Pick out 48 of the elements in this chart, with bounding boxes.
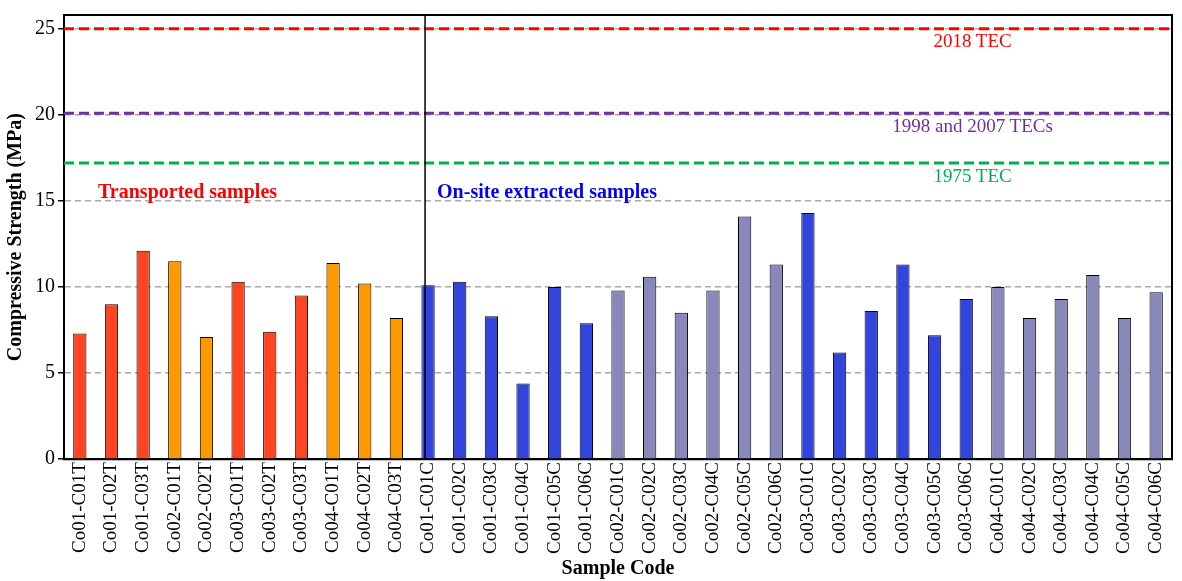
annotation: Transported samples: [98, 179, 278, 203]
x-tick-label: Co02-C01C: [605, 462, 627, 555]
x-tick-label: Co02-C02C: [637, 462, 659, 555]
y-axis-title: Compressive Strength (MPa): [3, 113, 27, 362]
x-tick-label: Co01-C05C: [542, 462, 564, 555]
x-tick-label: Co03-C06C: [954, 462, 976, 555]
x-tick-label: Co03-C04C: [890, 462, 912, 555]
ref-line-label: 1998 and 2007 TECs: [892, 114, 1053, 136]
x-tick-label: Co03-C05C: [922, 462, 944, 555]
y-tick-label: 25: [35, 16, 55, 39]
y-tick-label: 0: [45, 446, 55, 469]
x-tick-label: Co01-C02C: [447, 462, 469, 555]
x-tick-label: Co04-C03T: [384, 461, 406, 553]
x-tick-label: Co04-C06C: [1144, 462, 1166, 555]
x-tick-label: Co02-C05C: [732, 462, 754, 555]
y-tick-label: 5: [45, 360, 55, 383]
ref-line-label: 2018 TEC: [933, 30, 1012, 52]
y-tick-label: 15: [35, 188, 55, 211]
x-tick-label: Co04-C05C: [1112, 462, 1134, 555]
x-tick-label: Co01-C03C: [479, 462, 501, 555]
y-tick-label: 20: [35, 102, 55, 125]
x-tick-label: Co01-C01T: [67, 461, 89, 553]
x-tick-label: Co03-C03C: [859, 462, 881, 555]
x-tick-label: Co03-C02C: [827, 462, 849, 555]
x-tick-label: Co04-C03C: [1049, 462, 1071, 555]
x-tick-label: Co02-C03C: [669, 462, 691, 555]
x-tick-label: Co02-C01T: [162, 461, 184, 553]
x-tick-label: Co02-C04C: [700, 462, 722, 555]
x-tick-label: Co02-C02T: [194, 461, 216, 553]
x-tick-label: Co03-C03T: [289, 461, 311, 553]
x-tick-label: Co03-C01T: [226, 461, 248, 553]
x-tick-label: Co03-C02T: [257, 461, 279, 553]
annotation: On-site extracted samples: [437, 179, 658, 203]
ref-line-label: 1975 TEC: [933, 164, 1012, 186]
x-tick-label: Co01-C04C: [511, 462, 533, 555]
x-tick-label: Co04-C04C: [1080, 462, 1102, 555]
y-tick-label: 10: [35, 274, 55, 297]
x-tick-label: Co04-C02C: [1017, 462, 1039, 555]
x-tick-label: Co04-C02T: [352, 461, 374, 553]
x-tick-label: Co01-C06C: [574, 462, 596, 555]
x-tick-label: Co01-C03T: [131, 461, 153, 553]
x-axis-title: Sample Code: [561, 556, 675, 580]
x-tick-label: Co02-C06C: [764, 462, 786, 555]
x-tick-label: Co01-C02T: [99, 461, 121, 553]
x-tick-label: Co01-C01C: [416, 462, 438, 555]
x-tick-label: Co03-C01C: [795, 462, 817, 555]
x-tick-label: Co04-C01C: [985, 462, 1007, 555]
x-tick-label: Co04-C01T: [321, 461, 343, 553]
